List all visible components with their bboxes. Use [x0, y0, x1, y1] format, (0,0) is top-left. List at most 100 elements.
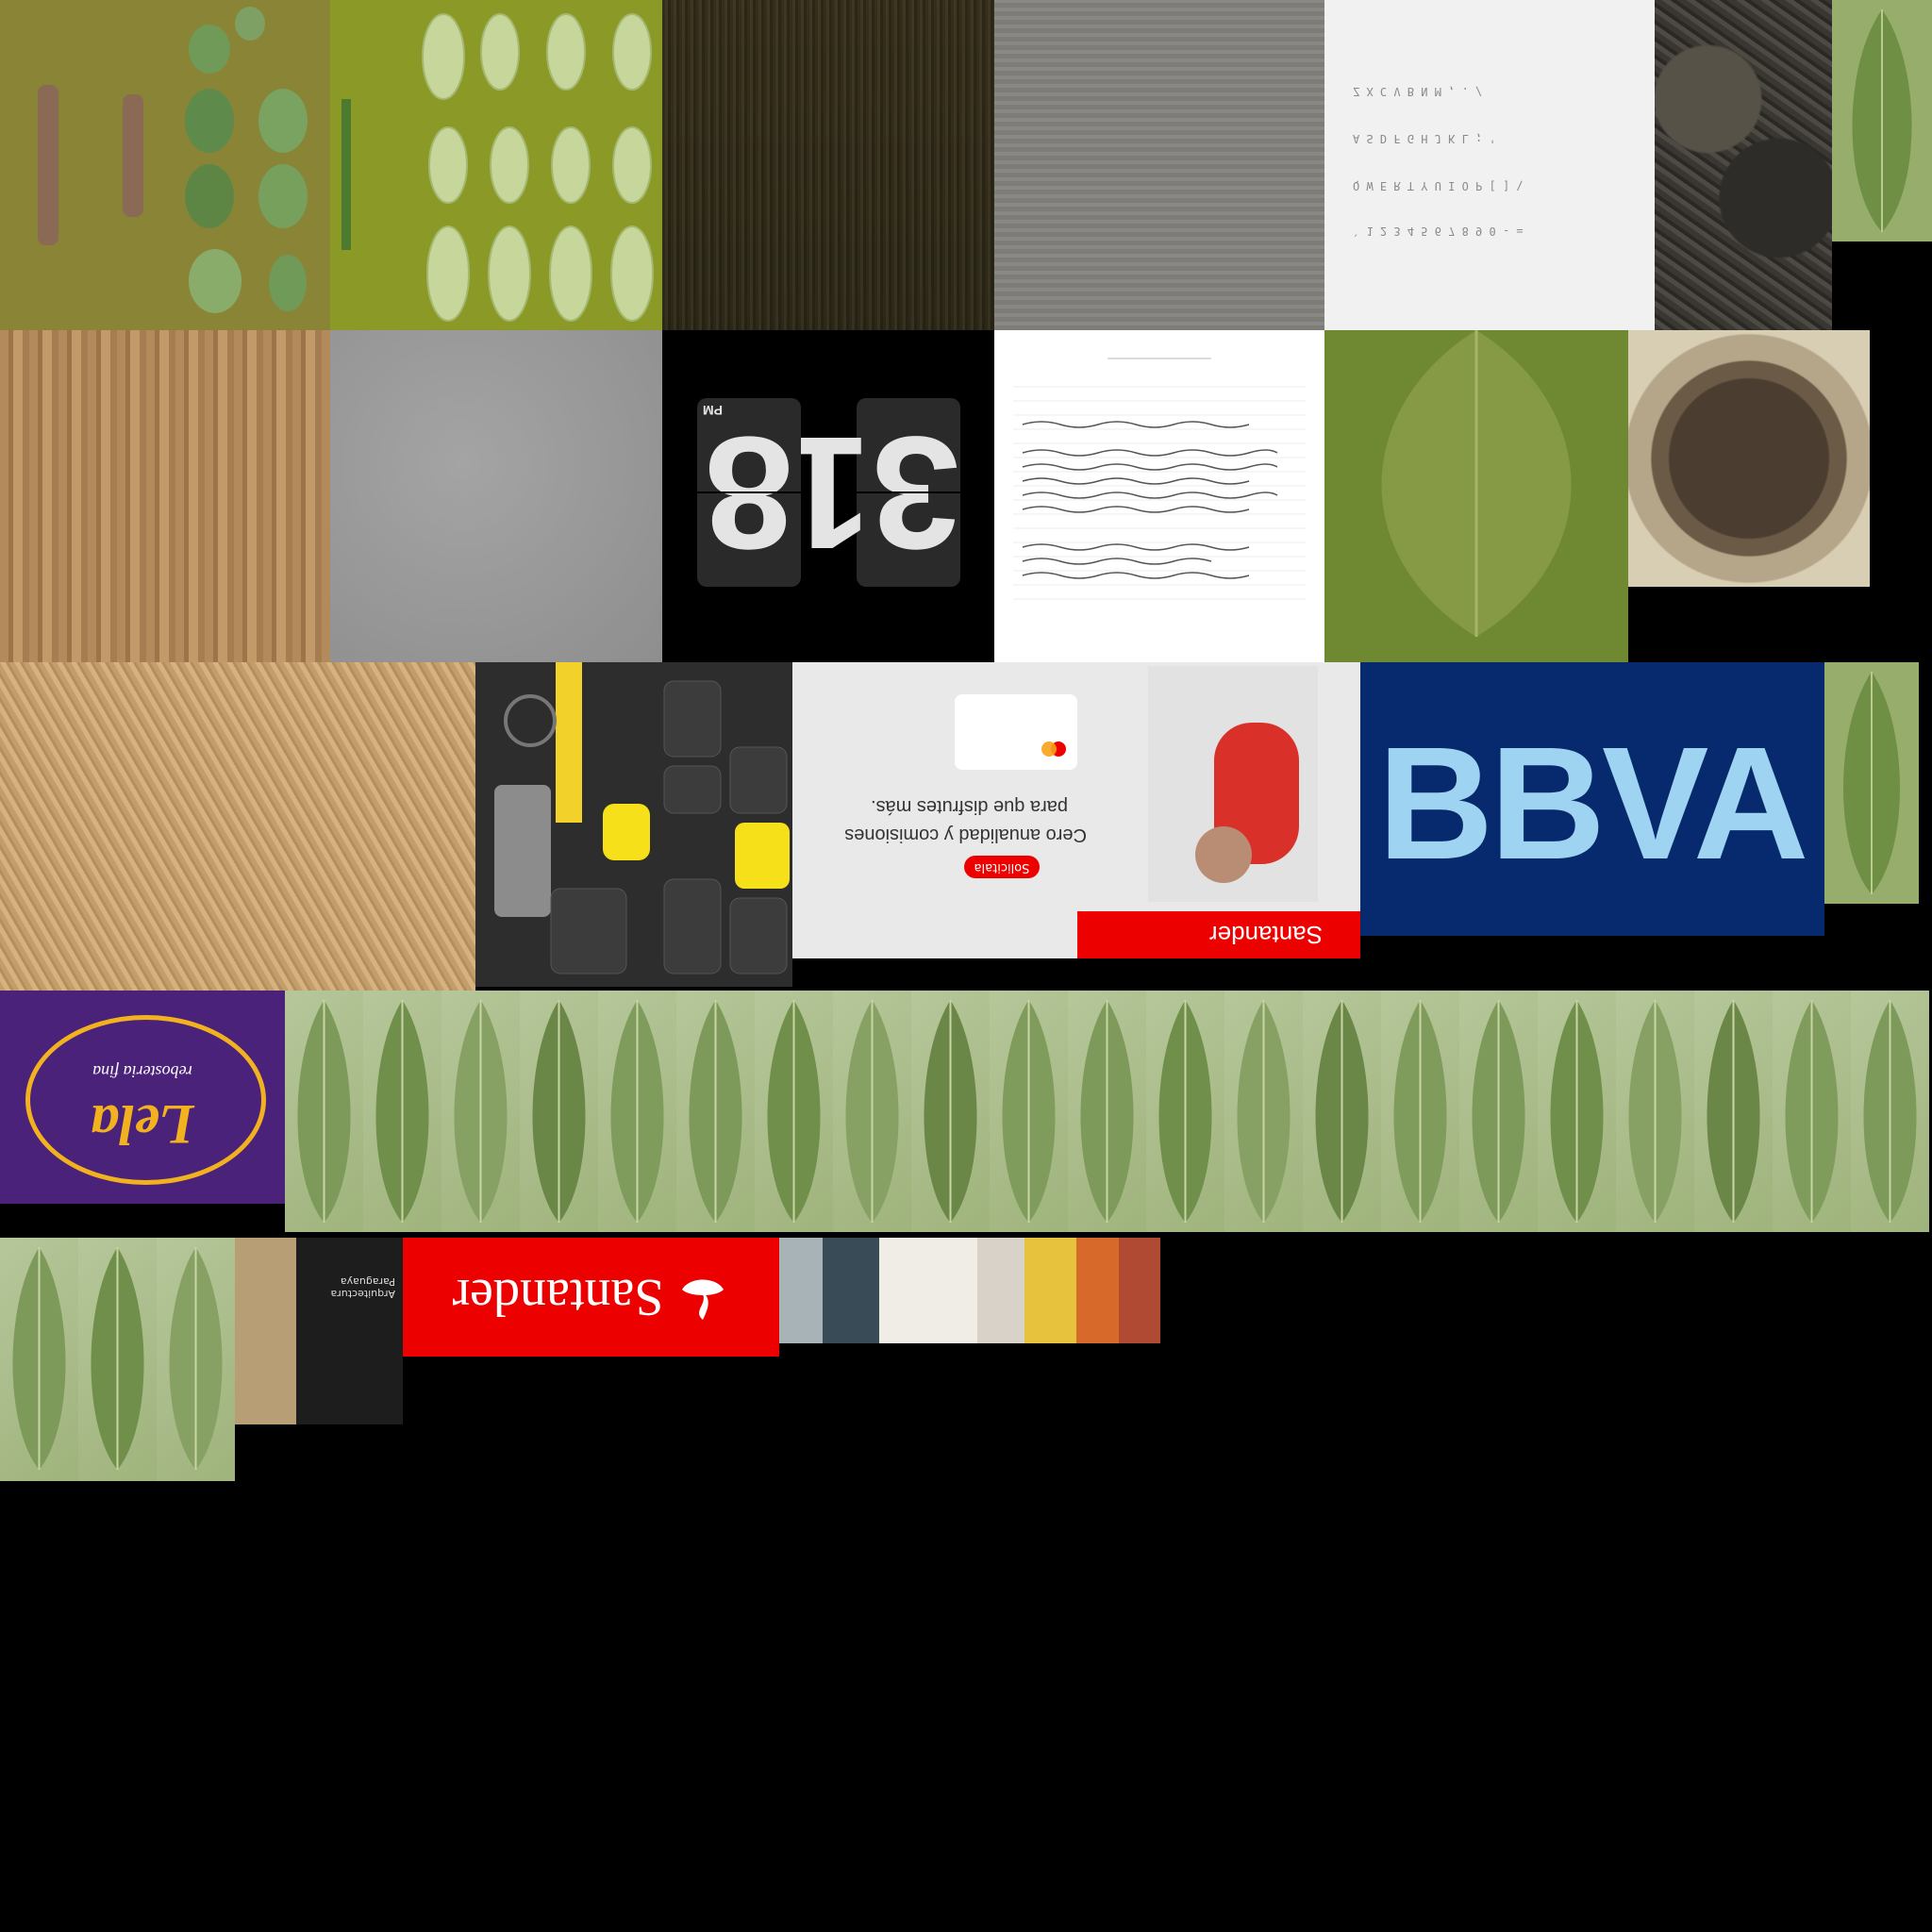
leaf-tile: [520, 991, 598, 1232]
uv-gray-piece: [494, 785, 551, 917]
clock-ampm: PM: [703, 403, 723, 418]
texture-leaf-big: [1324, 330, 1628, 662]
logo-wordmark: Lela: [91, 1093, 194, 1156]
leaf-4: [258, 89, 308, 153]
leaf-tile: [1224, 991, 1303, 1232]
leaf-tile: [1381, 991, 1459, 1232]
leaf-icon: [689, 1000, 742, 1223]
leaf-icon: [91, 1247, 144, 1470]
leaf-r1-4: [612, 13, 652, 91]
leaf-icon: [1080, 1000, 1134, 1223]
leaves-lime-art: [341, 13, 654, 322]
leaf-icon: [1628, 1000, 1682, 1223]
leaf-r2-4: [612, 126, 652, 204]
leaf-r3-3: [549, 225, 592, 322]
leaf-tile: [1068, 991, 1146, 1232]
leaf-r2-3: [551, 126, 591, 204]
leaf-1: [189, 25, 230, 74]
leaf-icon: [1315, 1000, 1369, 1223]
uv-yellow-patch-2: [735, 823, 790, 889]
handwritten-note: [994, 330, 1324, 662]
texture-concrete: [330, 330, 662, 662]
leaf-icon: [1472, 1000, 1525, 1223]
uv-yellow-strip: [556, 662, 582, 823]
leaf-icon: [1237, 1000, 1291, 1223]
leaf-tile: [157, 1238, 235, 1481]
leaf-tile: [1538, 991, 1616, 1232]
santander-logo: Santander: [403, 1238, 779, 1357]
leaf-icon: [297, 1000, 351, 1223]
leaf-strip-2: [0, 1238, 235, 1481]
texture-dark-stone: [1655, 0, 1832, 330]
leaf-tile: [1146, 991, 1224, 1232]
book-cover: Arquitectura Paraguaya: [235, 1238, 403, 1424]
leaf-icon: [610, 1000, 664, 1223]
leaf-r3-2: [488, 225, 531, 322]
leaf-icon: [1785, 1000, 1839, 1223]
leaf-8: [269, 255, 307, 311]
flip-clock: 31 8 PM: [662, 330, 994, 662]
leaf-strip: [285, 991, 1930, 1232]
leaf-tile: [598, 991, 676, 1232]
leaf-tile: [676, 991, 755, 1232]
texture-bark: [662, 0, 994, 330]
leaf-tile: [755, 991, 833, 1232]
leaf-r1-1: [422, 13, 465, 100]
santander-flame-icon: [682, 1279, 724, 1320]
uv-dial: [504, 694, 557, 747]
book-covers-strip: [779, 1238, 1160, 1343]
leaf-icon: [1707, 1000, 1760, 1223]
leaf-icon: [1393, 1000, 1447, 1223]
leaf-tile: [1616, 991, 1694, 1232]
leaf-7: [189, 249, 242, 313]
leaf-icon: [532, 1000, 586, 1223]
key-row-1: Z X C V B N M , . /: [1353, 85, 1483, 98]
note-lines: [1013, 358, 1306, 600]
leaf-2: [235, 7, 265, 41]
leaf-big-icon: [1381, 330, 1572, 637]
purple-bakery-logo: Lela rebosteria fina: [0, 991, 285, 1204]
leaf-icon: [1002, 1000, 1056, 1223]
leaf-r2-2: [490, 126, 529, 204]
leaf-icon: [169, 1247, 223, 1470]
leaf-icon: [767, 1000, 821, 1223]
leaf-tile: [285, 991, 363, 1232]
leaf-b-icon: [1843, 672, 1900, 894]
leaf-icon: [1863, 1000, 1917, 1223]
leaf-tile: [0, 1238, 78, 1481]
clock-minute-card: 31: [782, 398, 960, 587]
uv-map-art: [494, 662, 790, 974]
leaf-tile: [363, 991, 441, 1232]
texture-leaf-a: [1832, 0, 1932, 242]
leaf-r2-1: [428, 126, 468, 204]
leaf-icon: [375, 1000, 429, 1223]
bbva-logo: BBVA: [1377, 714, 1808, 893]
book-spine: [235, 1238, 296, 1424]
key-row-2: A S D F G H J K L ; ': [1353, 132, 1496, 145]
leaf-tile: [1851, 991, 1929, 1232]
stem: [341, 99, 351, 250]
leaf-tile: [441, 991, 520, 1232]
leaf-r1-3: [546, 13, 586, 91]
santander-logo-text: Santander: [452, 1268, 664, 1326]
logo-sub: rebosteria fina: [92, 1062, 192, 1081]
uv-yellow-patch-1: [603, 804, 650, 860]
leaf-3: [185, 89, 234, 153]
leaf-tile: [1459, 991, 1538, 1232]
leaf-icon: [454, 1000, 508, 1223]
leaf-tile: [78, 1238, 157, 1481]
ad-headline-1: Cero anualidad y comisiones: [844, 824, 1087, 845]
leaf-tile: [990, 991, 1068, 1232]
key-row-4: ` 1 2 3 4 5 6 7 8 9 0 - =: [1353, 225, 1524, 238]
leaf-icon: [1158, 1000, 1212, 1223]
leaf-tile: [1694, 991, 1773, 1232]
leaf-r1-2: [480, 13, 520, 91]
bbva-banner: BBVA: [1360, 662, 1824, 936]
ad-cta-button: Solicitala: [964, 856, 1040, 878]
leaf-tile: [833, 991, 911, 1232]
texture-keyboard-layout: Z X C V B N M , . / A S D F G H J K L ; …: [1324, 0, 1655, 330]
santander-ad-brand: Santander: [1077, 911, 1360, 958]
key-row-3: Q W E R T Y U I O P [ ] \: [1353, 179, 1524, 192]
leaves-olive-art: [38, 7, 308, 313]
leaf-tile: [1303, 991, 1381, 1232]
